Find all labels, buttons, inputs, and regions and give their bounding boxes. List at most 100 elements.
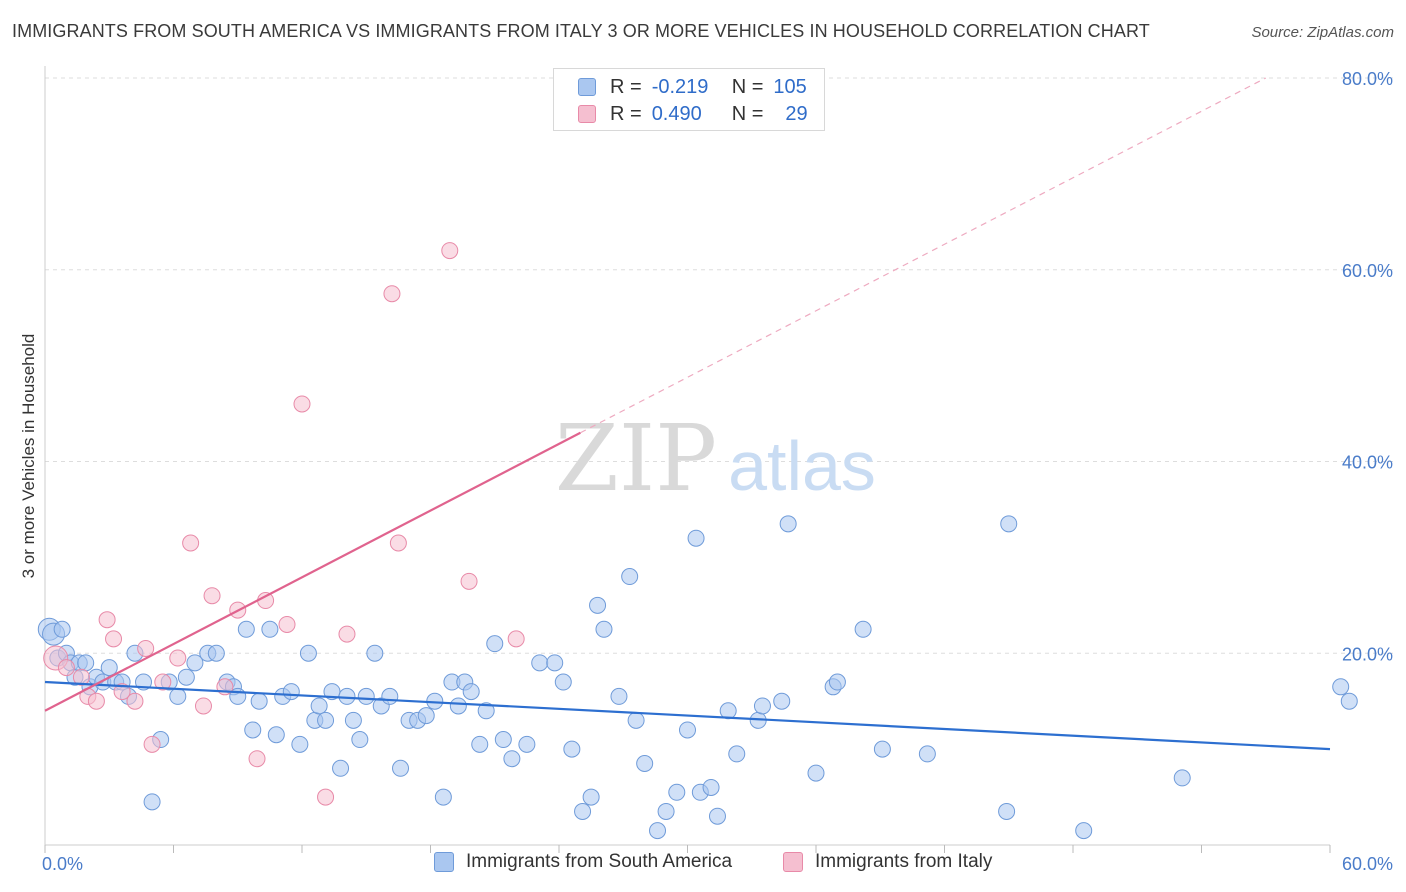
data-point-south-america xyxy=(546,654,564,672)
data-point-south-america xyxy=(531,654,549,672)
series-italy-points xyxy=(43,242,525,806)
data-point-italy xyxy=(383,285,401,303)
legend-swatch-pink xyxy=(578,105,596,123)
data-point-south-america xyxy=(702,778,720,796)
trend-line-south-america xyxy=(44,680,1331,751)
data-point-italy xyxy=(441,242,459,260)
series-south-america-points xyxy=(37,515,1358,840)
x-tick-label: 0.0% xyxy=(42,854,83,874)
legend-item-south-america: Immigrants from South America xyxy=(434,851,732,873)
data-point-south-america xyxy=(351,731,369,749)
data-point-italy xyxy=(154,673,172,691)
y-tick-label: 80.0% xyxy=(1342,69,1393,89)
data-point-south-america xyxy=(291,735,309,753)
y-tick-label: 20.0% xyxy=(1342,644,1393,664)
data-point-south-america xyxy=(1000,515,1018,533)
data-point-south-america xyxy=(169,687,187,705)
data-point-south-america xyxy=(261,620,279,638)
data-point-south-america xyxy=(627,711,645,729)
data-point-italy xyxy=(507,630,525,648)
data-point-south-america xyxy=(687,529,705,547)
data-point-south-america xyxy=(708,807,726,825)
data-point-italy xyxy=(293,395,311,413)
legend-r-value: 0.490 xyxy=(651,102,702,125)
data-point-italy xyxy=(87,692,105,710)
data-point-south-america xyxy=(595,620,613,638)
data-point-south-america xyxy=(417,707,435,725)
data-point-italy xyxy=(143,735,161,753)
data-point-south-america xyxy=(668,783,686,801)
data-point-south-america xyxy=(207,644,225,662)
correlation-legend: R = -0.219 N = 105 R = 0.490 N = 29 xyxy=(553,68,825,131)
watermark: ZIP atlas xyxy=(555,405,876,512)
data-point-south-america xyxy=(477,702,495,720)
data-point-south-america xyxy=(679,721,696,739)
legend-r-label: R = xyxy=(610,75,642,98)
legend-item-label: Immigrants from Italy xyxy=(815,851,993,872)
data-point-south-america xyxy=(589,596,607,614)
data-point-south-america xyxy=(779,515,797,533)
data-point-south-america xyxy=(434,788,452,806)
y-tick-label: 60.0% xyxy=(1342,261,1393,281)
data-point-italy xyxy=(98,611,116,629)
data-point-south-america xyxy=(621,568,639,586)
legend-row-italy: R = 0.490 N = 29 xyxy=(578,102,808,126)
data-point-italy xyxy=(182,534,200,552)
data-point-south-america xyxy=(186,654,204,672)
legend-n-label: N = xyxy=(731,75,764,98)
data-point-south-america xyxy=(143,793,161,811)
data-point-south-america xyxy=(381,687,399,705)
data-point-south-america xyxy=(828,673,846,691)
data-point-south-america xyxy=(918,745,936,763)
y-tick-label: 40.0% xyxy=(1342,453,1393,473)
data-point-south-america xyxy=(998,802,1016,820)
data-point-italy xyxy=(278,615,296,633)
data-point-italy xyxy=(389,534,407,552)
data-point-south-america xyxy=(177,668,195,686)
data-point-italy xyxy=(194,697,212,715)
data-point-south-america xyxy=(563,740,581,758)
data-point-south-america xyxy=(486,635,504,653)
data-point-south-america xyxy=(1075,822,1093,840)
data-point-south-america xyxy=(657,802,675,820)
legend-n-label: N = xyxy=(731,102,764,125)
data-point-south-america xyxy=(518,735,536,753)
data-point-south-america xyxy=(310,697,328,715)
source-credit: Source: ZipAtlas.com xyxy=(1251,24,1394,41)
watermark-zip: ZIP xyxy=(555,405,717,512)
data-point-south-america xyxy=(753,697,771,715)
data-point-south-america xyxy=(332,759,350,777)
data-point-south-america xyxy=(773,692,791,710)
data-point-south-america xyxy=(574,802,592,820)
data-point-italy xyxy=(460,572,478,590)
data-point-italy xyxy=(338,625,356,643)
watermark-atlas: atlas xyxy=(728,427,876,505)
data-point-south-america xyxy=(807,764,825,782)
data-point-south-america xyxy=(854,620,872,638)
data-point-south-america xyxy=(237,620,255,638)
data-point-south-america xyxy=(366,644,384,662)
data-point-south-america xyxy=(1173,769,1191,787)
data-point-south-america xyxy=(267,726,285,744)
legend-item-label: Immigrants from South America xyxy=(466,851,733,872)
legend-n-value: 105 xyxy=(773,75,807,98)
data-point-south-america xyxy=(728,745,746,763)
data-point-italy xyxy=(317,788,335,806)
data-point-south-america xyxy=(344,711,362,729)
data-point-south-america xyxy=(1332,678,1350,696)
trend-line-italy xyxy=(44,431,581,712)
chart-title: IMMIGRANTS FROM SOUTH AMERICA VS IMMIGRA… xyxy=(12,21,1150,41)
legend-swatch-blue xyxy=(434,852,454,872)
data-point-south-america xyxy=(53,620,71,638)
data-point-italy xyxy=(203,587,221,605)
series-legend: Immigrants from South America Immigrants… xyxy=(0,851,1406,879)
data-point-south-america xyxy=(1340,692,1358,710)
data-point-south-america xyxy=(873,740,891,758)
data-point-italy xyxy=(72,668,90,686)
data-point-south-america xyxy=(462,683,480,701)
trend-lines xyxy=(44,77,1331,751)
axes xyxy=(44,66,1331,853)
legend-row-south-america: R = -0.219 N = 105 xyxy=(578,75,807,99)
trend-extension-italy xyxy=(580,77,1267,434)
data-point-south-america xyxy=(471,735,489,753)
